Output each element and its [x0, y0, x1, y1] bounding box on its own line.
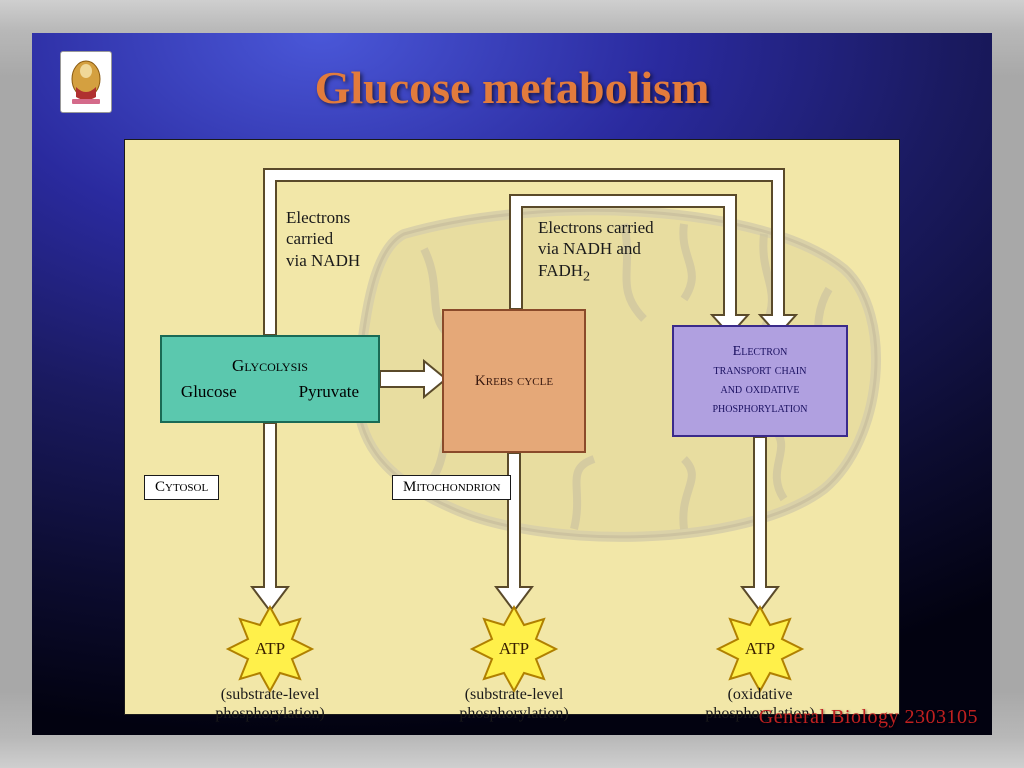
- electrons-nadh-label: Electronscarriedvia NADH: [286, 207, 416, 271]
- etc-box: Electron transport chain and oxidative p…: [672, 325, 848, 437]
- atp-label-1: ATP: [245, 639, 295, 659]
- atp-label-2: ATP: [489, 639, 539, 659]
- slide: Glucose metabolism: [32, 33, 992, 735]
- glucose-label: Glucose: [181, 382, 237, 402]
- outer-frame: Glucose metabolism: [0, 0, 1024, 768]
- atp-caption-1: (substrate-levelphosphorylation): [190, 681, 350, 723]
- electrons-nadh-fadh-label: Electrons carriedvia NADH andFADH2: [538, 217, 728, 286]
- glycolysis-title: Glycolysis: [232, 356, 308, 376]
- watermark-text: General Biology 2303105: [759, 706, 978, 729]
- pyruvate-label: Pyruvate: [299, 382, 359, 402]
- cytosol-label: Cytosol: [144, 475, 219, 500]
- glycolysis-box: Glycolysis Glucose Pyruvate: [160, 335, 380, 423]
- diagram-panel: Glycolysis Glucose Pyruvate Krebs cycle …: [124, 139, 900, 715]
- etc-text: Electron transport chain and oxidative p…: [712, 343, 807, 419]
- krebs-box: Krebs cycle: [442, 309, 586, 453]
- slide-title: Glucose metabolism: [32, 61, 992, 114]
- krebs-title: Krebs cycle: [475, 373, 553, 390]
- mitochondrion-label: Mitochondrion: [392, 475, 511, 500]
- atp-label-3: ATP: [735, 639, 785, 659]
- atp-caption-2: (substrate-levelphosphorylation): [434, 681, 594, 723]
